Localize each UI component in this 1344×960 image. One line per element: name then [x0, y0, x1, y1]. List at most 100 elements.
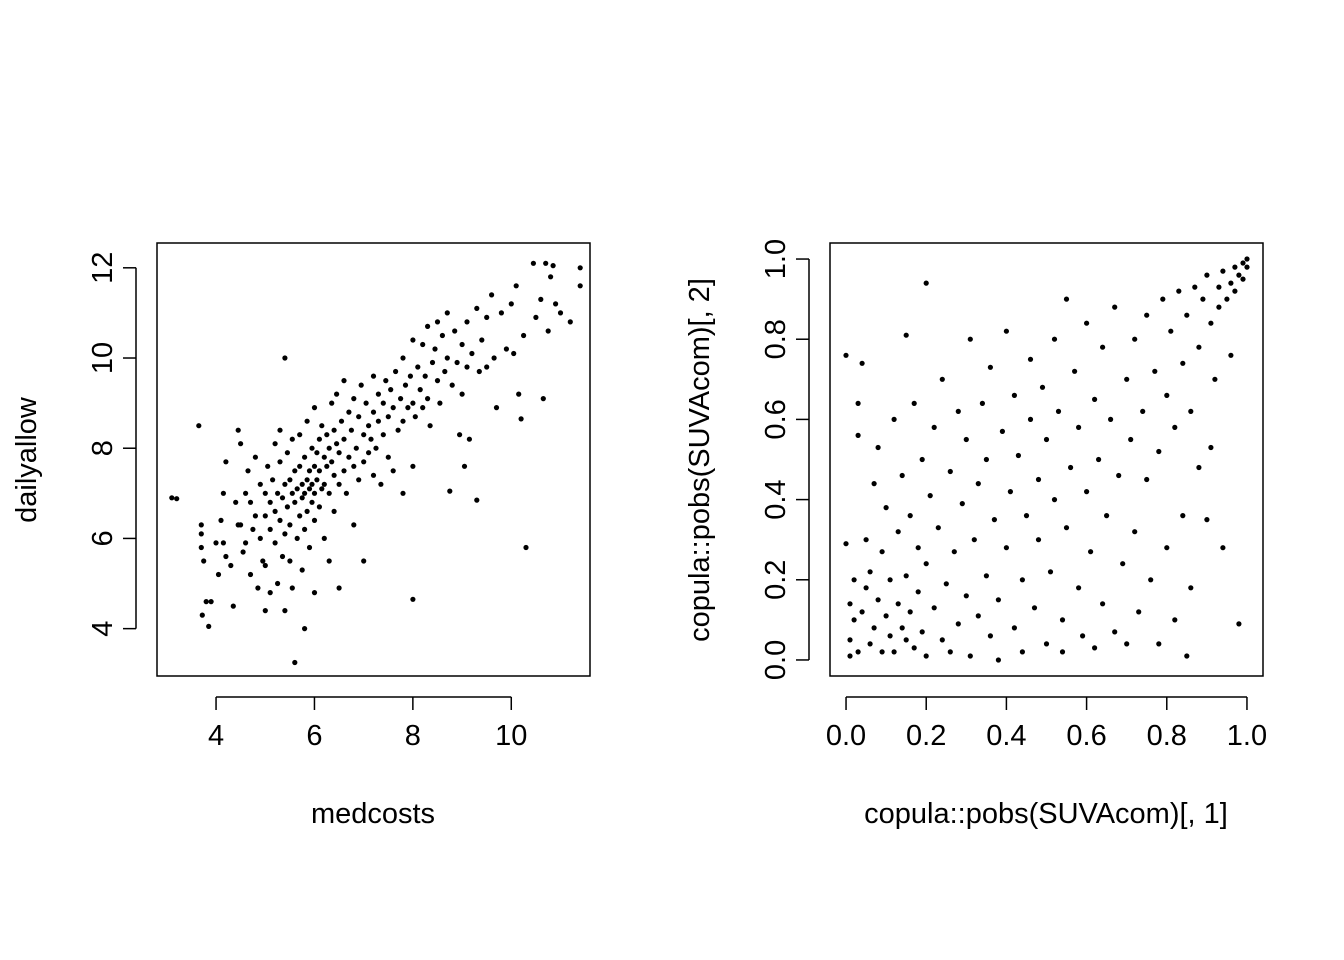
scatter-point	[557, 310, 564, 316]
scatter-point	[577, 283, 583, 289]
scatter-point	[553, 301, 559, 307]
right-y-axis-label: copula::pobs(SUVAcom)[, 2]	[684, 278, 716, 642]
scatter-point	[336, 585, 342, 591]
scatter-point	[393, 368, 399, 375]
scatter-point	[1015, 452, 1022, 459]
scatter-point	[1236, 272, 1242, 278]
scatter-point	[469, 350, 475, 357]
scatter-point	[947, 468, 953, 475]
scatter-point	[341, 378, 347, 384]
y-tick-label: 4	[87, 621, 119, 637]
scatter-point	[311, 490, 318, 496]
scatter-point	[390, 405, 396, 411]
scatter-point	[238, 522, 244, 528]
scatter-point	[903, 573, 909, 579]
scatter-point	[341, 436, 347, 442]
scatter-point	[1096, 456, 1102, 463]
scatter-point	[919, 629, 925, 635]
scatter-point	[429, 359, 436, 366]
scatter-point	[326, 490, 332, 496]
scatter-point	[314, 450, 320, 456]
scatter-point	[321, 454, 327, 460]
y-tick-label: 0.6	[760, 399, 792, 439]
scatter-point	[198, 522, 204, 528]
left-x-axis: 4 6 8 10	[208, 696, 527, 752]
scatter-point	[474, 497, 480, 503]
x-tick-label: 1.0	[1227, 720, 1267, 752]
scatter-point	[366, 450, 372, 456]
scatter-point	[169, 495, 175, 501]
scatter-point	[385, 454, 391, 460]
right-y-axis: 0.0 0.2 0.4 0.6 0.8 1.0	[760, 239, 810, 680]
scatter-point	[395, 427, 401, 433]
scatter-point	[287, 477, 293, 483]
scatter-point	[847, 637, 853, 643]
scatter-point	[1019, 649, 1025, 655]
scatter-point	[196, 423, 202, 429]
scatter-point	[275, 490, 281, 496]
scatter-point	[346, 409, 352, 415]
scatter-point	[935, 525, 941, 531]
scatter-point	[891, 416, 897, 422]
scatter-point	[420, 341, 426, 348]
scatter-point	[272, 508, 278, 514]
scatter-point	[843, 541, 849, 547]
scatter-point	[1120, 561, 1126, 567]
scatter-point	[983, 573, 990, 579]
scatter-point	[1108, 416, 1114, 422]
x-tick-label: 8	[405, 720, 421, 752]
scatter-point	[911, 400, 917, 406]
scatter-point	[1080, 633, 1086, 639]
scatter-point	[199, 612, 205, 618]
scatter-point	[316, 468, 322, 474]
left-y-axis-label: dailyallow	[11, 396, 43, 523]
left-scatter-panel: 4 6 8 10 4 6 8 10 12 medcosts dailyallow	[11, 242, 591, 830]
scatter-point	[1200, 296, 1206, 302]
scatter-point	[987, 364, 994, 370]
scatter-point	[265, 463, 271, 469]
scatter-point	[530, 260, 537, 266]
scatter-point	[1184, 312, 1190, 318]
scatter-point	[272, 540, 278, 546]
scatter-point	[380, 400, 386, 406]
scatter-point	[282, 481, 288, 487]
scatter-point	[400, 490, 406, 496]
scatter-point	[1240, 260, 1246, 266]
scatter-point	[292, 499, 298, 505]
scatter-point	[847, 653, 853, 659]
scatter-point	[304, 508, 310, 514]
scatter-point	[1039, 384, 1046, 390]
scatter-point	[939, 376, 945, 382]
scatter-point	[1240, 276, 1246, 282]
scatter-point	[297, 432, 303, 438]
scatter-point	[267, 526, 273, 533]
scatter-point	[390, 468, 396, 474]
x-tick-label: 0.0	[826, 720, 866, 752]
scatter-point	[1051, 336, 1058, 342]
scatter-point	[368, 436, 374, 442]
scatter-point	[324, 463, 330, 469]
scatter-point	[351, 522, 357, 528]
scatter-point	[299, 481, 305, 487]
scatter-point	[260, 558, 266, 564]
scatter-point	[407, 373, 413, 379]
scatter-point	[284, 504, 290, 510]
scatter-point	[1208, 320, 1214, 326]
scatter-point	[235, 427, 241, 433]
y-tick-label: 0.4	[760, 479, 792, 519]
scatter-point	[955, 408, 961, 414]
scatter-point	[292, 659, 298, 666]
scatter-point	[1232, 288, 1238, 294]
scatter-point	[1180, 513, 1186, 519]
scatter-point	[361, 432, 367, 438]
scatter-point	[1043, 641, 1050, 647]
scatter-point	[240, 549, 246, 555]
scatter-point	[979, 400, 986, 406]
scatter-point	[951, 549, 957, 555]
scatter-point	[1007, 489, 1014, 495]
scatter-point	[252, 513, 258, 519]
scatter-point	[577, 265, 583, 271]
scatter-point	[538, 296, 544, 302]
scatter-point	[967, 653, 973, 659]
scatter-point	[476, 368, 482, 375]
